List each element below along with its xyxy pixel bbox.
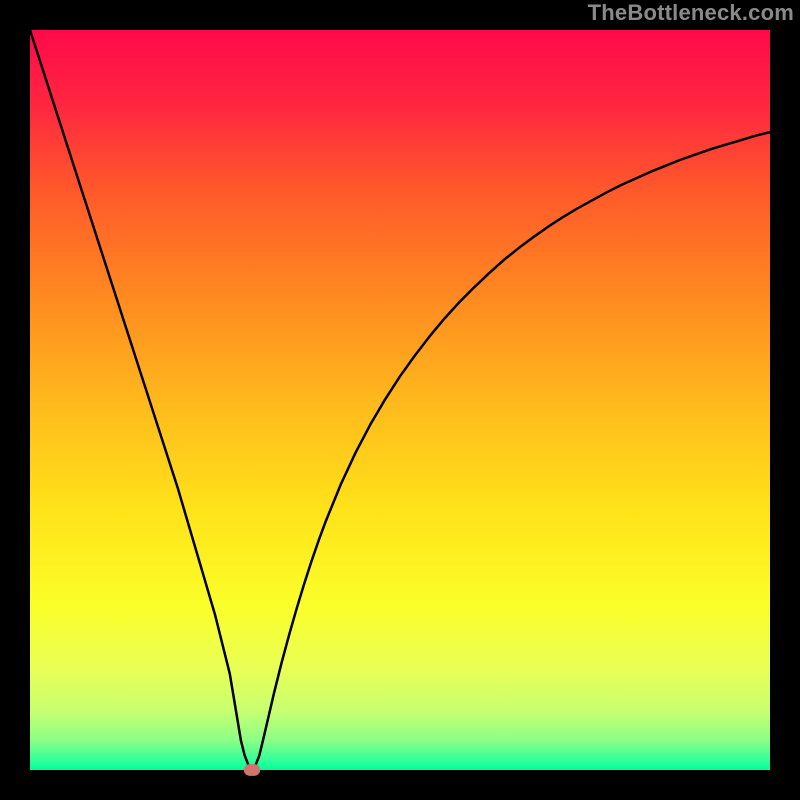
watermark-text: TheBottleneck.com [588,0,794,26]
bottleneck-chart [0,0,800,800]
plot-area [30,30,770,770]
chart-container: TheBottleneck.com [0,0,800,800]
optimum-marker [244,764,260,776]
